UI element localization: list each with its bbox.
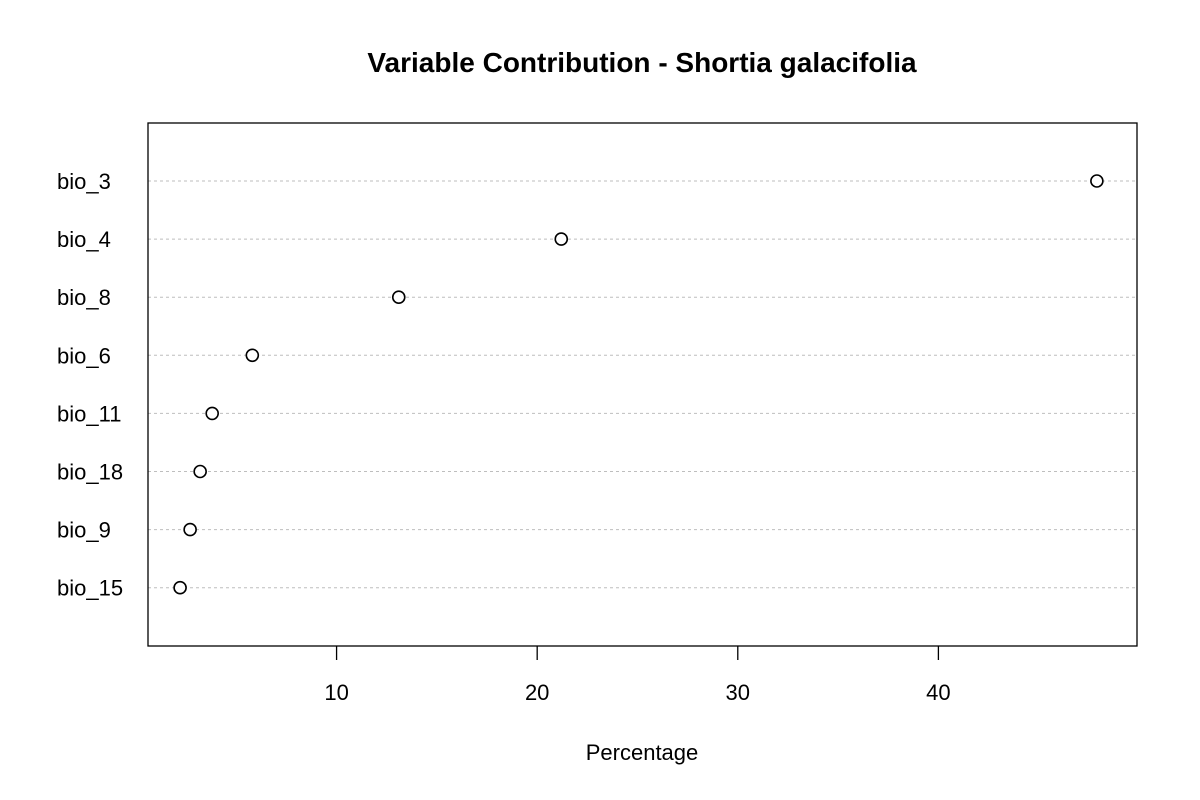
x-tick-label-10: 10 bbox=[324, 680, 348, 705]
plot-frame bbox=[147, 122, 1138, 647]
category-label-bio_11: bio_11 bbox=[57, 401, 121, 426]
category-labels: bio_3 bio_4 bio_8 bio_6 bio_11 bio_18 bio_9bio… bbox=[57, 169, 123, 601]
point-bio_4 bbox=[554, 232, 569, 246]
point-bio_15 bbox=[173, 580, 187, 595]
point-bio_18 bbox=[193, 464, 207, 479]
category-label-bio_6: bio_6 bbox=[57, 343, 111, 368]
point-bio_8 bbox=[391, 290, 406, 305]
point-bio_3 bbox=[1090, 174, 1104, 188]
x-tick-label-20: 20 bbox=[525, 680, 549, 705]
data-points bbox=[173, 174, 1104, 595]
category-label-bio_4: bio_4 bbox=[57, 227, 111, 252]
category-label-bio_8: bio_8 bbox=[57, 285, 111, 310]
category-label-bio_15: bio_15 bbox=[57, 576, 123, 601]
point-bio_6 bbox=[245, 348, 260, 363]
category-label-bio_18: bio_18 bbox=[57, 460, 123, 485]
x-axis: 10 20 30 40 bbox=[324, 646, 951, 705]
x-tick-label-40: 40 bbox=[926, 680, 950, 705]
chart-title: Variable Contribution - Shortia galacifo… bbox=[367, 47, 917, 78]
gridlines bbox=[148, 180, 1137, 589]
point-bio_11 bbox=[205, 406, 219, 421]
category-label-bio_9: bio_9 bbox=[57, 518, 111, 543]
x-tick-label-30: 30 bbox=[726, 680, 750, 705]
x-axis-title: Percentage bbox=[586, 740, 699, 765]
category-label-bio_3: bio_3 bbox=[57, 169, 111, 194]
point-bio_9 bbox=[183, 522, 197, 537]
